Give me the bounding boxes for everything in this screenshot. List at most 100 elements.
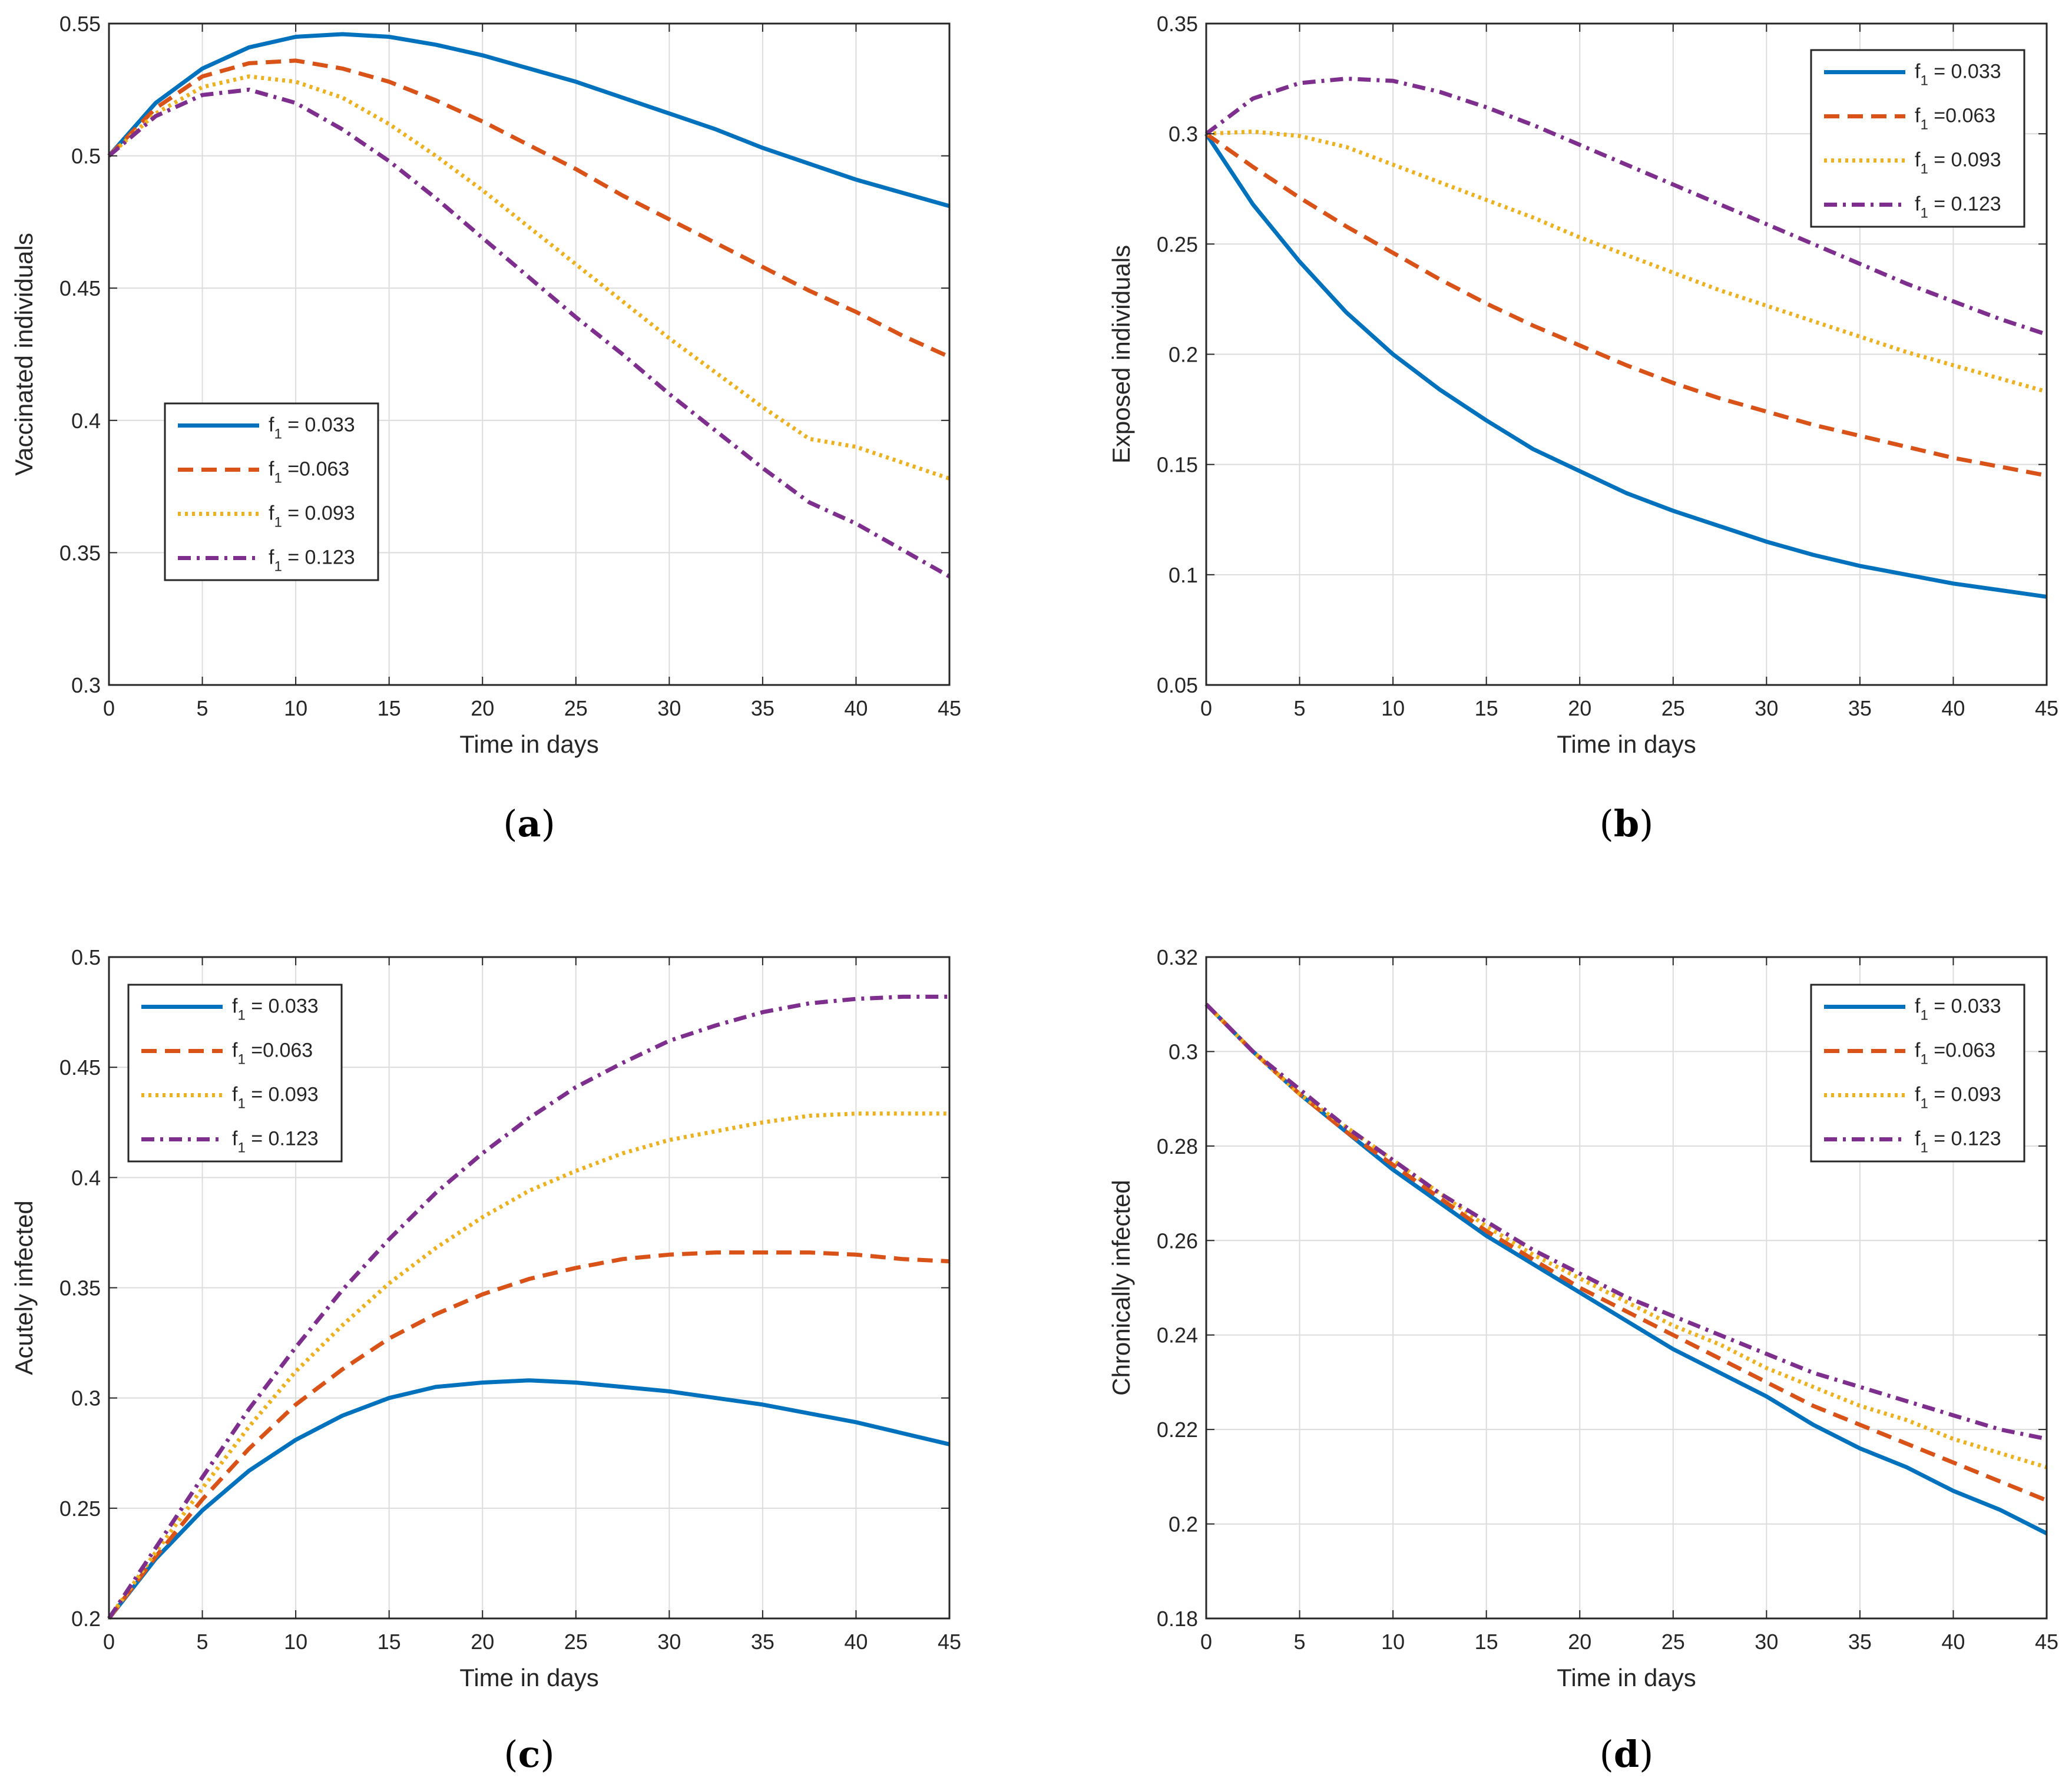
panel-c: 0 5 10 15 20 25 30 35 40 45 0.2 0.25 0.3 0.35 0.4 0.45 0…: [10, 945, 961, 1776]
x-tick-label: 45: [2035, 1630, 2058, 1654]
legend: f1 = 0.033 f1 =0.063 f1 = 0.093 f1 = 0.123: [127, 984, 343, 1163]
y-tick-label: 0.2: [1169, 1512, 1198, 1537]
series-line-2: [1204, 1002, 2048, 1502]
panel-caption: (c): [504, 1733, 554, 1776]
x-tick-label: 10: [1381, 1630, 1405, 1654]
legend-box: [1810, 49, 2025, 228]
y-tick-label: 0.15: [1157, 453, 1198, 477]
plot-area: [109, 24, 949, 685]
x-tick-label: 15: [1475, 696, 1498, 720]
y-axis-title: Chronically infected: [1107, 1180, 1135, 1396]
legend-label-1: f1 = 0.033: [232, 995, 319, 1024]
y-tick-label: 0.22: [1157, 1418, 1198, 1442]
y-tick-label: 0.45: [59, 1055, 101, 1080]
x-tick-label: 0: [1200, 1630, 1212, 1654]
y-tick-label: 0.4: [71, 1166, 101, 1190]
y-tick-label: 0.2: [71, 1607, 101, 1631]
series-line-3: [1204, 1002, 2048, 1469]
series-line-4: [107, 994, 949, 1620]
x-tick-label: 5: [1294, 1630, 1306, 1654]
legend-label-4: f1 = 0.123: [269, 547, 355, 575]
x-axis-title: Time in days: [1557, 1664, 1696, 1691]
x-tick-label: 40: [1941, 696, 1965, 720]
series-line-4: [1204, 77, 2048, 337]
y-tick-label: 0.28: [1157, 1134, 1198, 1158]
legend-label-2: f1 =0.063: [269, 458, 349, 486]
legend-label-3: f1 = 0.093: [232, 1084, 319, 1112]
y-tick-label: 0.25: [1157, 232, 1198, 256]
x-tick-label: 20: [1568, 1630, 1591, 1654]
x-tick-label: 10: [284, 696, 307, 720]
x-tick-label: 35: [1848, 1630, 1872, 1654]
x-tick-label: 30: [1755, 696, 1778, 720]
legend-box: [127, 984, 343, 1163]
series-line-1: [107, 32, 950, 208]
y-tick-label: 0.05: [1157, 673, 1198, 697]
legend-label-4: f1 = 0.123: [232, 1128, 319, 1156]
x-tick-label: 25: [1661, 1630, 1685, 1654]
legend-box: [1810, 984, 2025, 1163]
legend-label-3: f1 = 0.093: [1915, 1084, 2001, 1112]
legend-label-2: f1 =0.063: [1915, 1040, 1995, 1068]
x-tick-label: 40: [844, 696, 868, 720]
y-axis-title: Exposed individuals: [1107, 245, 1135, 464]
legend-label-2: f1 =0.063: [232, 1040, 313, 1068]
x-tick-label: 45: [938, 696, 961, 720]
y-tick-label: 0.3: [1169, 122, 1198, 146]
series-line-2: [107, 1250, 950, 1620]
x-tick-label: 30: [657, 696, 681, 720]
series-line-1: [1204, 133, 2047, 599]
panel-caption: (b): [1600, 802, 1654, 845]
series-line-3: [1206, 129, 2047, 394]
y-tick-label: 0.2: [1169, 343, 1198, 367]
axes-box: [1205, 956, 2048, 1620]
legend-label-1: f1 = 0.033: [1915, 995, 2001, 1024]
y-tick-label: 0.3: [1169, 1040, 1198, 1064]
panel-caption: (a): [503, 802, 555, 845]
x-tick-label: 5: [197, 1630, 208, 1654]
legend-box: [164, 402, 379, 581]
x-axis-title: Time in days: [459, 730, 599, 758]
x-axis-title: Time in days: [459, 1664, 599, 1691]
series-line-3: [107, 74, 951, 481]
x-tick-label: 20: [1568, 696, 1591, 720]
x-tick-label: 25: [564, 1630, 588, 1654]
x-tick-label: 5: [197, 696, 208, 720]
x-tick-label: 35: [751, 1630, 774, 1654]
x-tick-label: 45: [2035, 696, 2058, 720]
y-tick-label: 0.18: [1157, 1607, 1198, 1631]
y-tick-label: 0.3: [71, 1386, 101, 1411]
x-tick-label: 10: [1381, 696, 1405, 720]
x-tick-label: 0: [1200, 696, 1212, 720]
x-tick-label: 15: [378, 696, 401, 720]
x-tick-label: 35: [751, 696, 774, 720]
legend-label-2: f1 =0.063: [1915, 105, 1995, 133]
x-tick-label: 30: [1755, 1630, 1778, 1654]
x-tick-label: 40: [1941, 1630, 1965, 1654]
x-tick-label: 30: [657, 1630, 681, 1654]
x-tick-label: 15: [1475, 1630, 1498, 1654]
panel-a: 0 5 10 15 20 25 30 35 40 45 0.3 0.35 0.4 0.45 0.5 0.55 T…: [10, 12, 961, 845]
series-line-3: [107, 1111, 949, 1620]
y-tick-label: 0.35: [1157, 12, 1198, 36]
y-tick-label: 0.4: [71, 409, 101, 433]
legend-label-3: f1 = 0.093: [269, 502, 355, 531]
x-tick-label: 25: [564, 696, 588, 720]
y-tick-label: 0.5: [71, 945, 101, 969]
y-tick-label: 0.35: [59, 541, 101, 565]
y-tick-label: 0.55: [59, 12, 101, 36]
y-tick-label: 0.5: [71, 144, 101, 168]
x-tick-label: 0: [103, 1630, 115, 1654]
axes-box: [108, 22, 951, 686]
legend-label-4: f1 = 0.123: [1915, 1128, 2001, 1156]
legend-label-1: f1 = 0.033: [1915, 61, 2001, 89]
y-tick-label: 0.35: [59, 1276, 101, 1300]
series-line-2: [1204, 132, 2047, 478]
legend: f1 = 0.033 f1 =0.063 f1 = 0.093 f1 = 0.123: [164, 402, 379, 581]
legend: f1 = 0.033 f1 =0.063 f1 = 0.093 f1 = 0.123: [1810, 49, 2025, 228]
x-tick-label: 40: [844, 1630, 868, 1654]
legend: f1 = 0.033 f1 =0.063 f1 = 0.093 f1 = 0.123: [1810, 984, 2025, 1163]
series-line-2: [107, 58, 951, 359]
